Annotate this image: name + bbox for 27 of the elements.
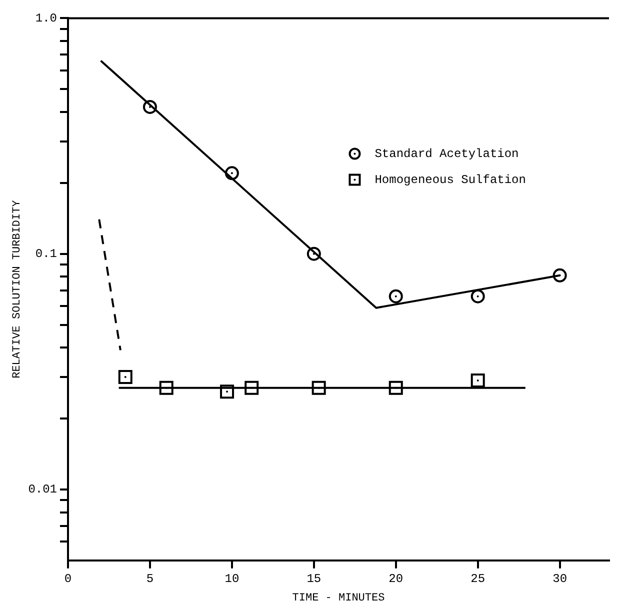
point xyxy=(142,100,157,114)
x-tick-label: 30 xyxy=(552,572,568,586)
legend-label: Standard Acetylation xyxy=(374,146,519,161)
x-tick-label: 15 xyxy=(306,572,322,586)
point xyxy=(244,380,259,395)
point xyxy=(470,289,485,304)
point xyxy=(224,166,239,180)
point xyxy=(118,370,132,384)
legend-label: Homogeneous Sulfation xyxy=(374,172,526,187)
y-tick-label: 1.0 xyxy=(35,11,58,26)
point xyxy=(470,374,485,388)
point xyxy=(306,246,321,261)
point xyxy=(312,380,326,395)
y-tick-label: 0.01 xyxy=(28,482,58,497)
point xyxy=(388,380,403,395)
x-axis-title: TIME - MINUTES xyxy=(292,592,386,604)
point xyxy=(552,268,567,282)
point xyxy=(159,380,174,395)
point xyxy=(220,384,234,399)
x-tick-label: 5 xyxy=(146,572,154,586)
x-tick-label: 25 xyxy=(470,572,486,586)
y-axis-title: RELATIVE SOLUTION TURBIDITY xyxy=(12,200,24,378)
y-tick-label: 0.1 xyxy=(35,247,58,262)
point xyxy=(388,289,403,304)
x-tick-label: 20 xyxy=(388,572,404,586)
x-tick-label: 10 xyxy=(224,572,240,586)
x-tick-label: 0 xyxy=(64,572,72,586)
